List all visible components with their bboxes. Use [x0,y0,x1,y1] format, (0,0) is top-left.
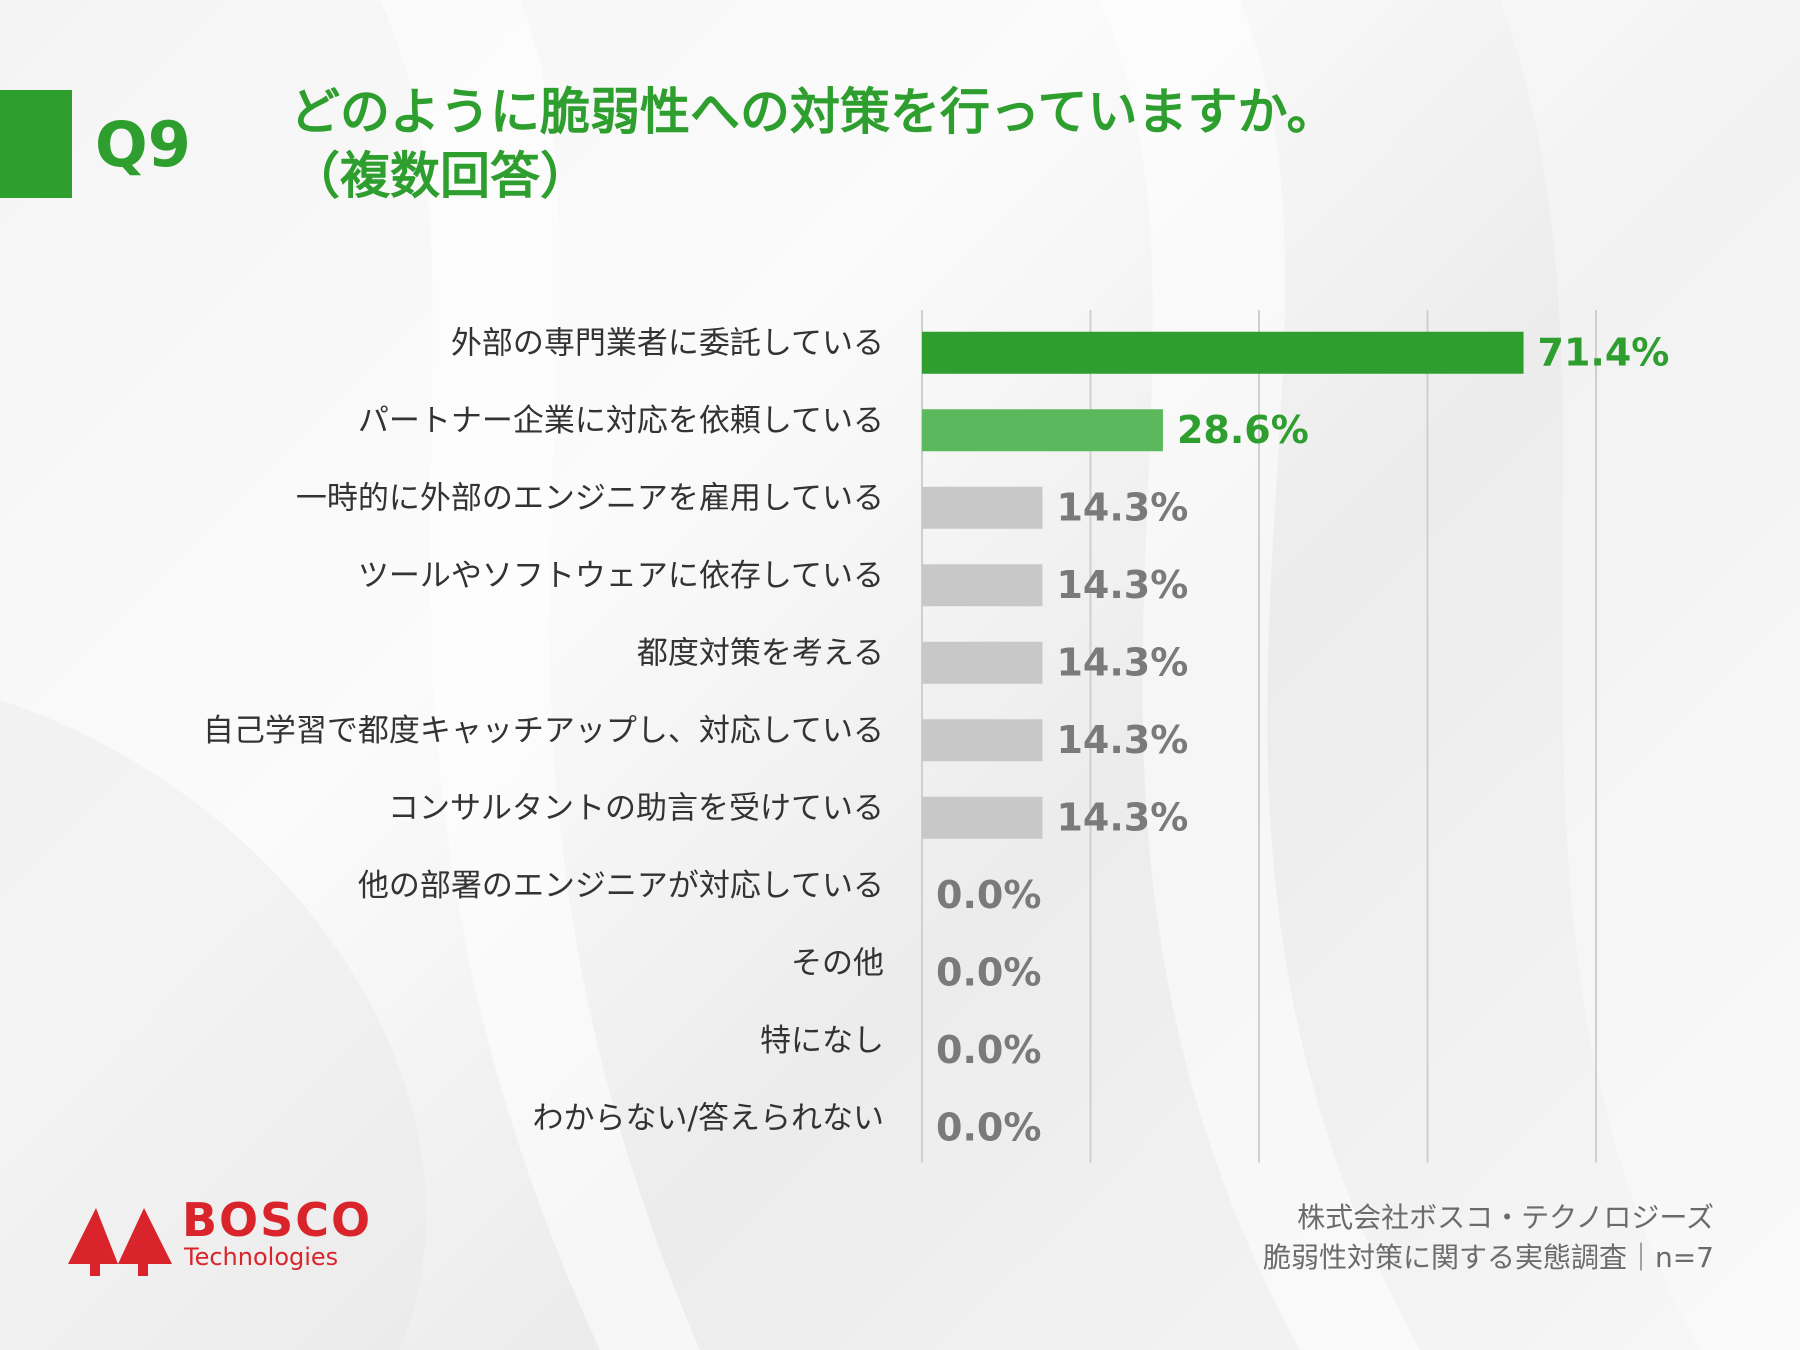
question-title-line1: どのように脆弱性への対策を行っていますか。 [290,83,1337,141]
category-label: 外部の専門業者に委託している [451,325,884,361]
value-label: 28.6% [1177,408,1309,452]
category-label: 都度対策を考える [637,635,884,671]
question-number: Q9 [95,108,191,181]
value-label: 14.3% [1056,795,1188,839]
category-label: コンサルタントの助言を受けている [388,790,884,826]
source-note: 株式会社ボスコ・テクノロジーズ 脆弱性対策に関する実態調査｜n=7 [1263,1198,1714,1278]
source-survey: 脆弱性対策に関する実態調査｜n=7 [1262,1241,1714,1274]
bar [922,641,1043,684]
value-label: 14.3% [1056,640,1188,684]
logo-name: BOSCO [182,1193,373,1247]
bosco-logo: BOSCO Technologies [68,1196,388,1276]
category-label: 他の部署のエンジニアが対応している [358,868,884,904]
value-label: 71.4% [1538,330,1670,374]
category-label: その他 [791,945,884,981]
category-label: わからない/答えられない [533,1100,884,1136]
bar [922,796,1043,839]
logo-subtitle: Technologies [184,1243,339,1271]
bar-chart: 外部の専門業者に委託している 71.4% パートナー企業に対応を依頼している 28.6… [203,310,1670,1163]
source-company: 株式会社ボスコ・テクノロジーズ [1297,1201,1714,1234]
bar [922,486,1043,529]
question-marker-bar [0,90,72,198]
bar [922,331,1524,374]
category-label: 自己学習で都度キャッチアップし、対応している [203,713,884,749]
twin-tree-icon [68,1208,172,1276]
bar [922,409,1163,452]
category-label: ツールやソフトウェアに依存している [358,558,884,594]
bar [922,564,1043,607]
value-label: 0.0% [936,873,1041,917]
value-label: 14.3% [1056,718,1188,762]
category-label: パートナー企業に対応を依頼している [358,403,884,439]
category-label: 特になし [760,1023,884,1059]
bar [922,719,1043,762]
value-label: 0.0% [936,950,1041,994]
question-title: どのように脆弱性への対策を行っていますか。 （複数回答） [290,80,1337,208]
category-label: 一時的に外部のエンジニアを雇用している [296,480,884,516]
value-label: 0.0% [936,1028,1041,1072]
question-title-line2: （複数回答） [290,147,590,205]
value-label: 0.0% [936,1105,1041,1149]
value-label: 14.3% [1056,563,1188,607]
value-label: 14.3% [1056,485,1188,529]
